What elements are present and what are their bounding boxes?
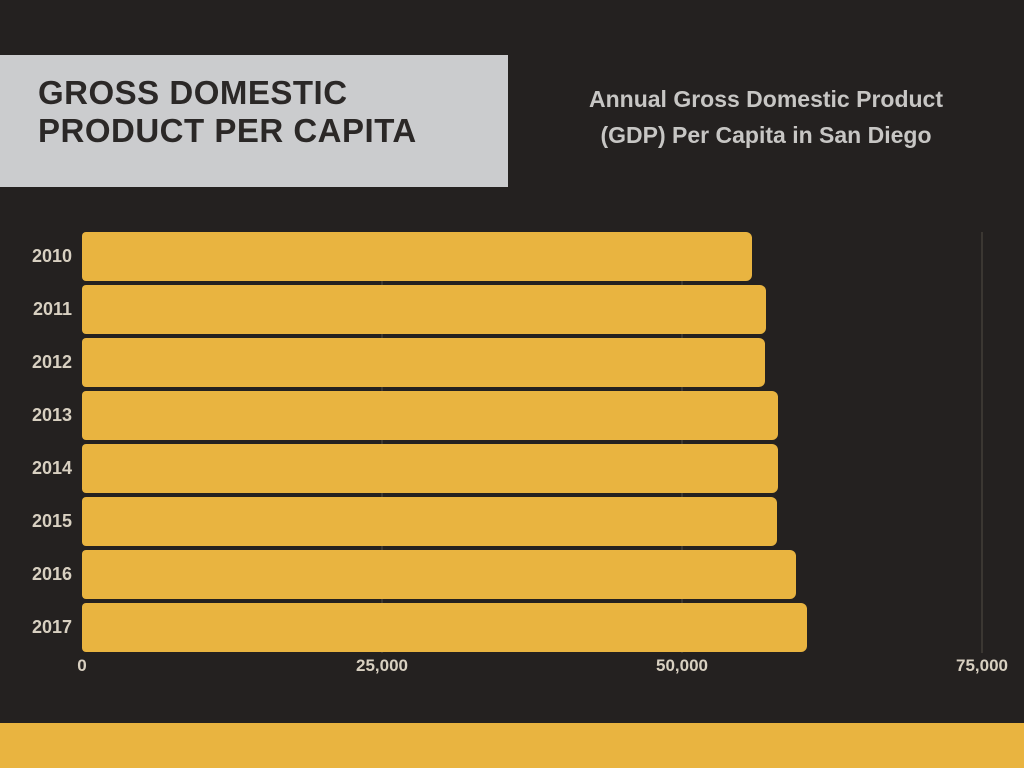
chart-subtitle: Annual Gross Domestic Product (GDP) Per …	[508, 81, 1024, 153]
page-title-line1: GROSS DOMESTIC	[38, 74, 348, 111]
bar-row-2016: 2016	[32, 550, 982, 599]
bar-2010	[82, 232, 752, 281]
page-title: GROSS DOMESTIC PRODUCT PER CAPITA	[0, 55, 508, 150]
bar-2011	[82, 285, 766, 334]
bar-2017	[82, 603, 807, 652]
year-label-2013: 2013	[31, 405, 72, 425]
x-axis-tick-label-75000: 75,000	[956, 656, 1008, 675]
bar-2014	[82, 444, 778, 493]
x-axis-tick-label-50000: 50,000	[656, 656, 708, 675]
page-title-line2: PRODUCT PER CAPITA	[38, 112, 417, 149]
year-label-2014: 2014	[31, 458, 72, 478]
bar-chart: 2010 2011 2012 2013 2014 2015 2016 2017 0 25,000 5…	[32, 232, 1008, 675]
gridline-25,000	[381, 232, 383, 653]
bar-row-2011: 2011	[33, 285, 982, 334]
chart-subtitle-line2: (GDP) Per Capita in San Diego	[600, 122, 932, 148]
year-label-2017: 2017	[31, 617, 72, 637]
year-label-2011: 2011	[32, 299, 72, 319]
chart-subtitle-line1: Annual Gross Domestic Product	[588, 86, 943, 112]
year-label-2016: 2016	[31, 564, 72, 584]
gridline-75,000	[981, 232, 983, 653]
year-label-2015: 2015	[31, 511, 72, 531]
bar-row-2010: 2010	[32, 232, 982, 281]
bar-2013	[82, 391, 778, 440]
bar-2015	[82, 497, 777, 546]
footer-accent-strip	[0, 723, 1024, 768]
x-axis-tick-label-25000: 25,000	[356, 656, 408, 675]
bar-row-2017: 2017	[32, 603, 982, 652]
bar-row-2012: 2012	[32, 338, 982, 387]
x-axis-tick-label-0: 0	[77, 656, 87, 675]
bar-row-2013: 2013	[32, 391, 982, 440]
title-block: GROSS DOMESTIC PRODUCT PER CAPITA	[0, 55, 508, 187]
year-label-2010: 2010	[31, 246, 72, 266]
bar-row-2014: 2014	[32, 444, 982, 493]
bar-row-2015: 2015	[32, 497, 982, 546]
bar-2016	[82, 550, 796, 599]
year-label-2012: 2012	[31, 352, 72, 372]
bar-2012	[82, 338, 765, 387]
gridline-50,000	[681, 232, 683, 653]
